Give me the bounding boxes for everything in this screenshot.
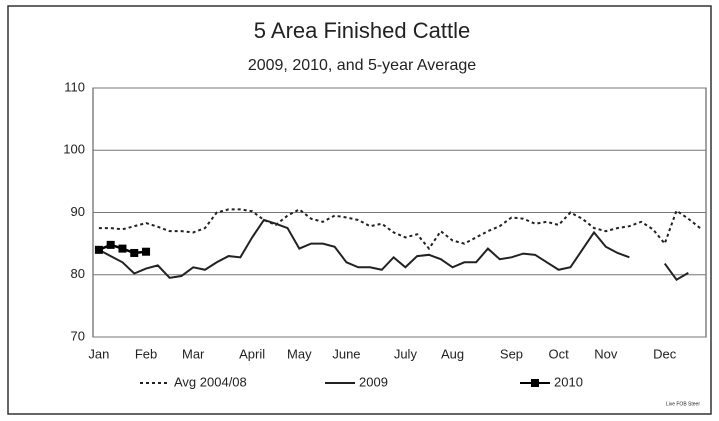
point-marker [118,244,127,253]
x-tick-label: Jan [88,346,109,361]
series-line [98,218,689,282]
x-tick-label: Mar [182,346,205,361]
chart-subtitle: 2009, 2010, and 5-year Average [248,57,476,74]
x-tick-label: June [332,346,360,361]
x-tick-label: May [287,346,312,361]
y-tick-label: 80 [71,266,85,281]
y-tick-label: 70 [71,328,85,343]
point-marker [130,248,139,257]
y-tick-label: 100 [63,142,85,157]
point-marker [94,245,103,254]
frame [7,5,712,415]
chart-title: 5 Area Finished Cattle [254,18,470,43]
source: Live FOB Steer [666,401,701,407]
legend-label: 2009 [359,374,388,389]
x-tick-label: Nov [594,346,618,361]
x-tick-label: April [239,346,265,361]
x-tick-label: Aug [441,346,464,361]
x-tick-label: Sep [500,346,523,361]
x-tick-label: Oct [549,346,570,361]
legend-marker [531,379,539,387]
x-tick-label: July [394,346,418,361]
legend-label: 2010 [554,374,583,389]
y-tick-label: 110 [64,79,85,94]
y-tick-label: 90 [71,204,85,219]
x-tick-label: Dec [653,346,677,361]
point-marker [106,240,115,249]
x-tick-label: Feb [135,346,157,361]
series-line [98,208,701,251]
legend-label: Avg 2004/08 [174,374,247,389]
point-marker [142,247,151,256]
